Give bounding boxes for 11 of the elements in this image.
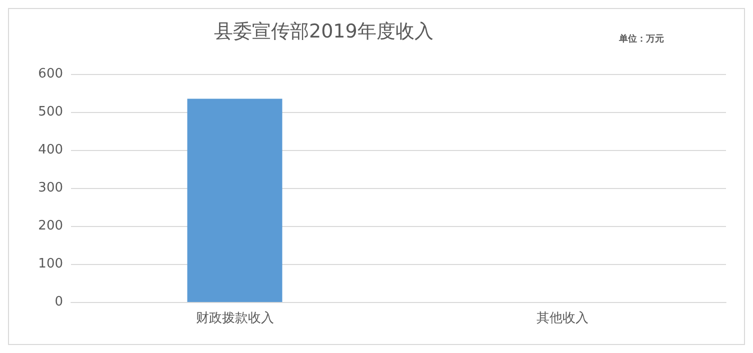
text: 单位：万元 [618,34,664,44]
y-tick-label: 200 [38,218,63,234]
x-tick-label: 财政拨款收入 [196,311,274,326]
y-tick-label: 500 [38,104,63,120]
y-tick-label: 600 [38,66,63,82]
y-tick-label: 400 [38,142,63,158]
x-tick-label: 其他收入 [536,311,588,326]
chart-title: 县委宣传部2019年度收入 [214,20,434,42]
y-tick-label: 300 [38,180,63,196]
y-tick-label: 0 [54,294,63,310]
y-tick-label: 100 [38,256,63,272]
